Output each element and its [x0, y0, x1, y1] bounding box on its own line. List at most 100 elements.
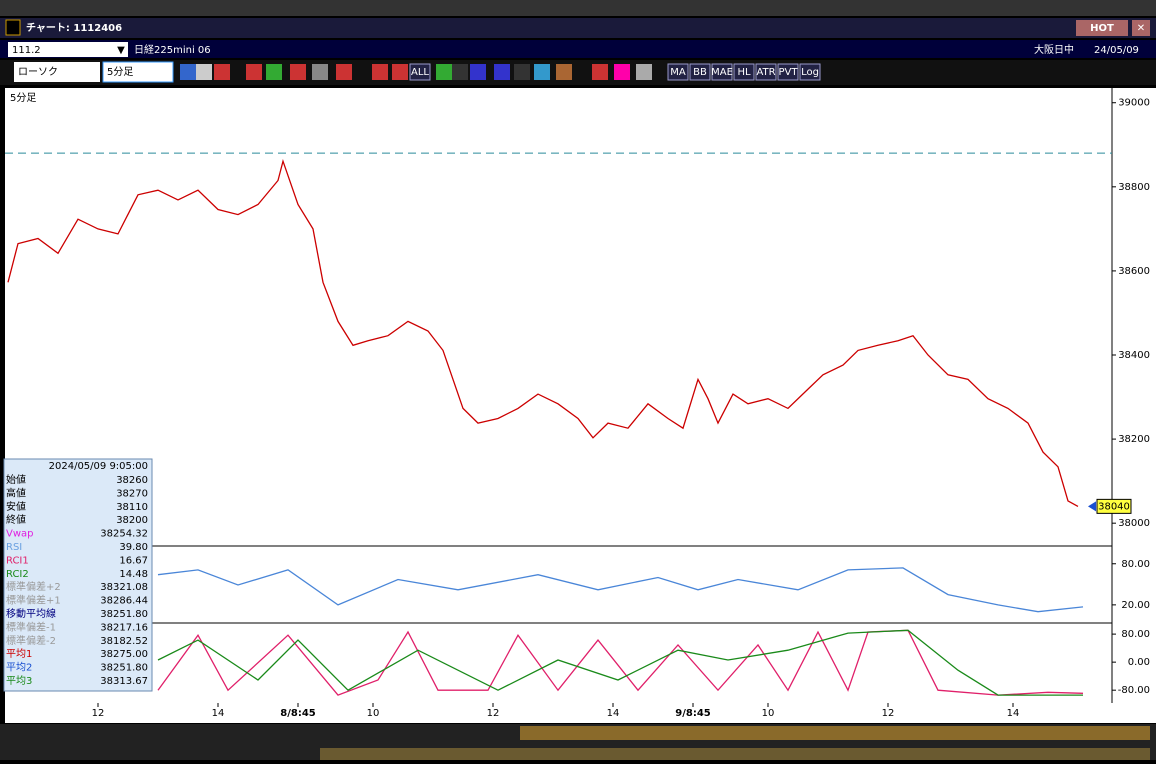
toolbar-button[interactable]	[755, 63, 777, 81]
x-tick-label: 10	[762, 708, 775, 719]
info-label: RSI	[6, 542, 22, 553]
info-label: RCI2	[6, 569, 29, 580]
hot-label[interactable]: HOT	[1090, 23, 1114, 34]
info-value: 38321.08	[100, 582, 148, 593]
toolbar-button-label[interactable]: PVT	[779, 67, 799, 78]
session: 大阪日中	[1034, 43, 1074, 56]
info-value: 38313.67	[100, 676, 148, 687]
toolbar-button-label[interactable]: MA	[670, 67, 686, 78]
toolbar-icon[interactable]	[214, 64, 230, 80]
code[interactable]: 111.2	[12, 45, 41, 56]
last-price-box	[1096, 498, 1132, 514]
last-price-marker	[1088, 501, 1096, 512]
toolbar-button[interactable]	[711, 63, 733, 81]
x-tick-label: 8/8:45	[280, 708, 316, 719]
y-tick-label: 39000	[1118, 98, 1150, 109]
toolbar-icon[interactable]	[636, 64, 652, 80]
scroll-range[interactable]	[520, 726, 1150, 740]
info-value: 14.48	[119, 569, 148, 580]
toolbar-icon[interactable]	[436, 64, 452, 80]
toolbar-button[interactable]	[667, 63, 689, 81]
y-tick-label: 38400	[1118, 350, 1150, 361]
info-value: 38251.80	[100, 609, 148, 620]
info-value: 39.80	[119, 542, 148, 553]
info-value: 38254.32	[100, 529, 148, 540]
toolbar-icon[interactable]	[266, 64, 282, 80]
chart-type[interactable]: ローソク	[18, 66, 58, 78]
toolbar-button-label[interactable]: BB	[693, 67, 707, 78]
title-bar	[0, 18, 1156, 38]
toolbar-icon[interactable]	[534, 64, 550, 80]
dropdown-arrow[interactable]: ▼	[117, 45, 125, 56]
info-label: 平均2	[6, 662, 32, 674]
toolbar-icon[interactable]	[372, 64, 388, 80]
toolbar-icon[interactable]	[290, 64, 306, 80]
toolbar-button-label[interactable]: HL	[737, 67, 751, 78]
info-label: 標準偏差+1	[6, 594, 61, 607]
info-panel-bg	[3, 458, 153, 692]
toolbar-icon[interactable]	[392, 64, 408, 80]
hot-button[interactable]	[1076, 20, 1128, 36]
toolbar-button[interactable]	[733, 63, 755, 81]
toolbar-icon[interactable]	[180, 64, 196, 80]
chart-type-select[interactable]	[14, 62, 100, 82]
price-line	[7, 158, 1079, 507]
toolbar-icon[interactable]	[514, 64, 530, 80]
close-button[interactable]	[1132, 20, 1150, 36]
toolbar-button[interactable]	[777, 63, 799, 81]
info-label: 移動平均線	[6, 607, 56, 620]
info-panel: 2024/05/09 9:05:00 始値 38260 高値 38270 安値 38110…	[3, 458, 153, 692]
info-value: 38110	[116, 502, 148, 513]
chart-area	[5, 88, 1156, 703]
x-axis-band	[5, 703, 1156, 723]
y-tick-label: 80.00	[1121, 629, 1150, 640]
y-tick-label: 38600	[1118, 266, 1150, 277]
window-title: チャート: 1112406	[26, 22, 122, 34]
x-tick-label: 14	[1007, 708, 1020, 719]
close-icon[interactable]: ✕	[1137, 23, 1145, 34]
scroll-thumb[interactable]	[320, 748, 1150, 760]
info-label: RCI1	[6, 555, 29, 566]
x-tick-label: 14	[212, 708, 225, 719]
toolbar-icon[interactable]	[246, 64, 262, 80]
toolbar-button[interactable]	[689, 63, 711, 81]
toolbar-icon[interactable]	[452, 64, 468, 80]
toolbar-icon[interactable]	[196, 64, 212, 80]
x-tick-label: 10	[367, 708, 380, 719]
toolbar-icon[interactable]	[336, 64, 352, 80]
toolbar-icon[interactable]	[614, 64, 630, 80]
toolbar-icon[interactable]	[494, 64, 510, 80]
info-label: 標準偏差+2	[6, 580, 61, 593]
info-label: 標準偏差-1	[6, 620, 56, 633]
y-tick-label: 20.00	[1121, 600, 1150, 611]
info-value: 38286.44	[100, 596, 148, 607]
toolbar-button[interactable]	[799, 63, 821, 81]
info-value: 38200	[116, 515, 148, 526]
info-label: 終値	[6, 513, 26, 526]
toolbar-icon[interactable]	[470, 64, 486, 80]
info-label: 高値	[6, 486, 26, 499]
toolbar-icon[interactable]	[312, 64, 328, 80]
toolbar-button[interactable]	[409, 63, 431, 81]
x-tick-label: 9/8:45	[675, 708, 711, 719]
toolbar-button-label[interactable]: ATR	[756, 67, 775, 78]
header-bar	[0, 40, 1156, 58]
toolbar-button-label[interactable]: MAE	[711, 67, 733, 78]
chart-title: 5分足	[10, 92, 36, 104]
toolbar-button-label[interactable]: Log	[801, 67, 819, 78]
info-label: 標準偏差-2	[6, 634, 56, 647]
interval[interactable]: 5分足	[107, 66, 133, 78]
info-value: 38182.52	[100, 636, 148, 647]
toolbar-button-label[interactable]: ALL	[411, 67, 429, 78]
y-tick-label: -80.00	[1118, 685, 1150, 696]
info-label: 平均1	[6, 648, 32, 660]
info-value: 38217.16	[100, 622, 148, 633]
interval-select[interactable]	[102, 61, 174, 83]
toolbar-icons: ALL MA BB MAE HL ATR PVT Log	[180, 63, 821, 81]
toolbar-icon[interactable]	[556, 64, 572, 80]
y-tick-label: 0.00	[1128, 657, 1150, 668]
code-box[interactable]	[8, 42, 128, 57]
app-icon	[5, 19, 21, 36]
toolbar-icon[interactable]	[592, 64, 608, 80]
